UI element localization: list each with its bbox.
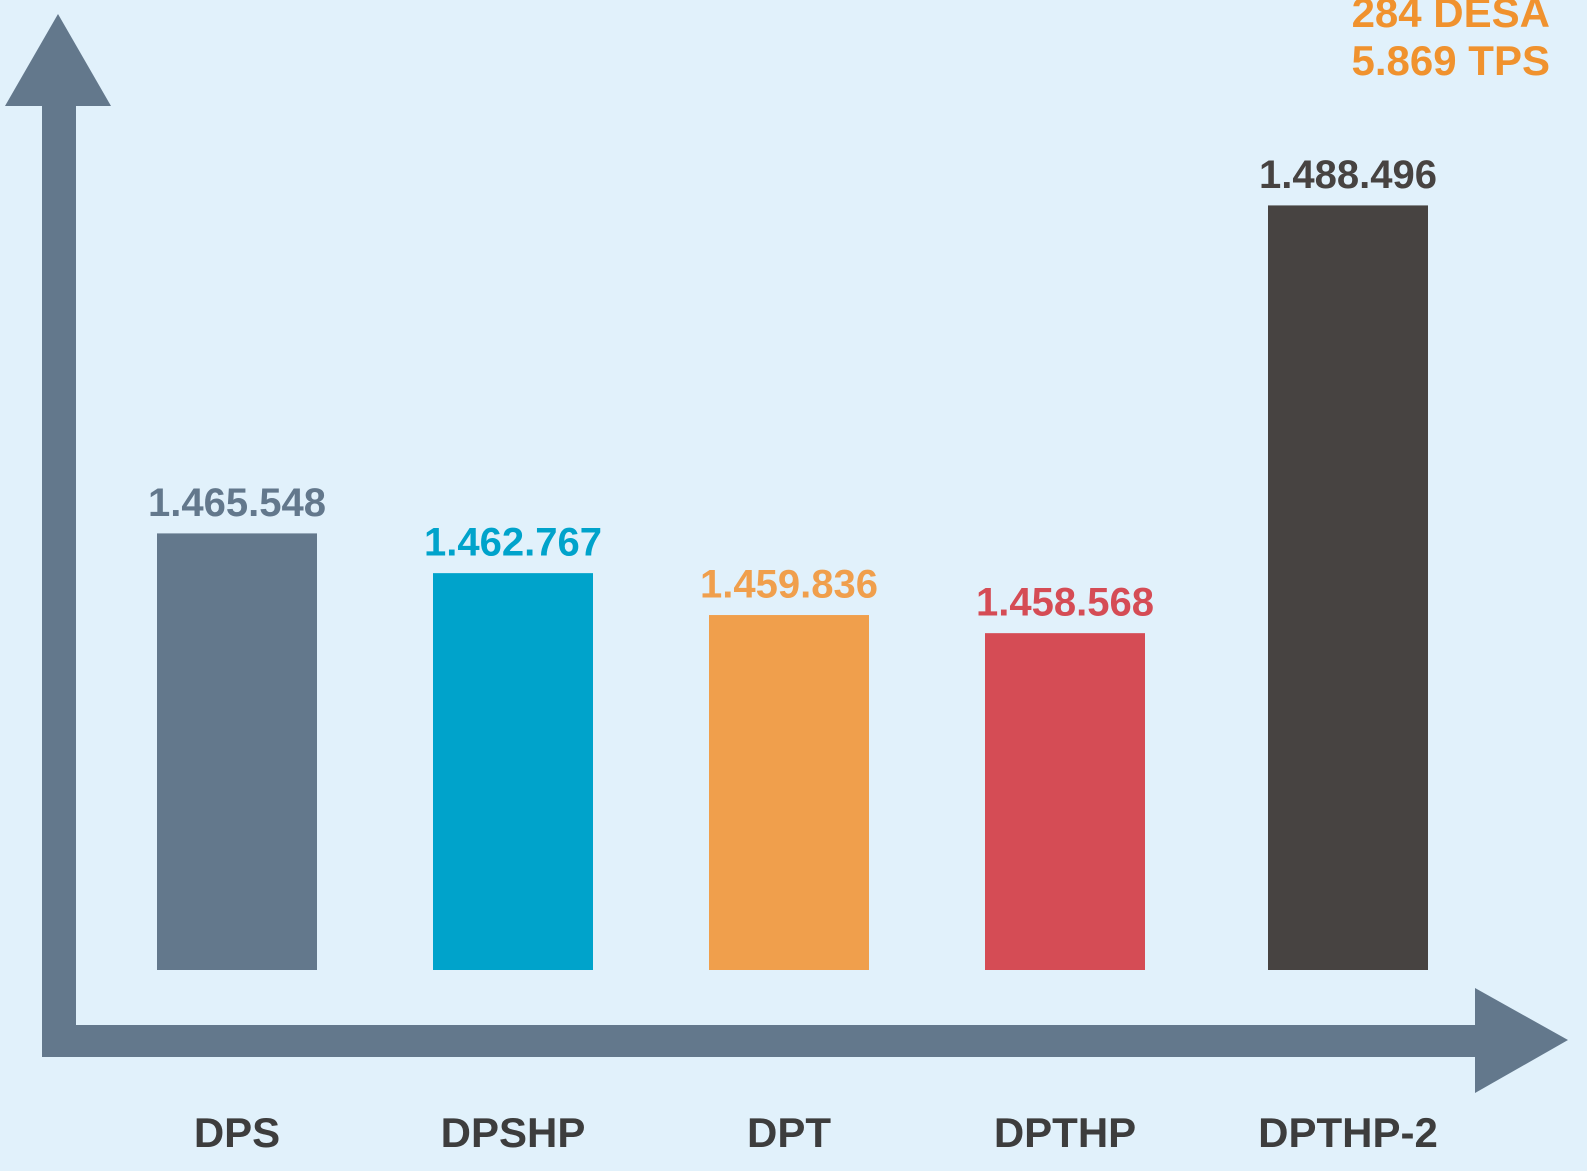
y-axis [42, 100, 76, 1057]
x-tick-label: DPTHP [994, 1109, 1136, 1156]
value-label: 1.462.767 [424, 521, 602, 565]
x-axis-arrow [1475, 988, 1568, 1093]
x-tick-label: DPT [747, 1109, 831, 1156]
value-label: 1.465.548 [148, 481, 326, 525]
x-tick-label: DPSHP [441, 1109, 586, 1156]
annotation: 284 DESA [1352, 0, 1550, 36]
x-axis [42, 1025, 1482, 1057]
value-label: 1.488.496 [1259, 153, 1437, 197]
y-axis-arrow [5, 14, 111, 106]
bar [1268, 205, 1428, 970]
bar [433, 573, 593, 970]
x-tick-label: DPTHP-2 [1258, 1109, 1438, 1156]
value-label: 1.459.836 [700, 563, 878, 607]
bar [709, 615, 869, 970]
x-tick-label: DPS [194, 1109, 280, 1156]
bar [985, 633, 1145, 970]
bar [157, 533, 317, 970]
annotation: 5.869 TPS [1352, 37, 1550, 84]
value-label: 1.458.568 [976, 581, 1154, 625]
